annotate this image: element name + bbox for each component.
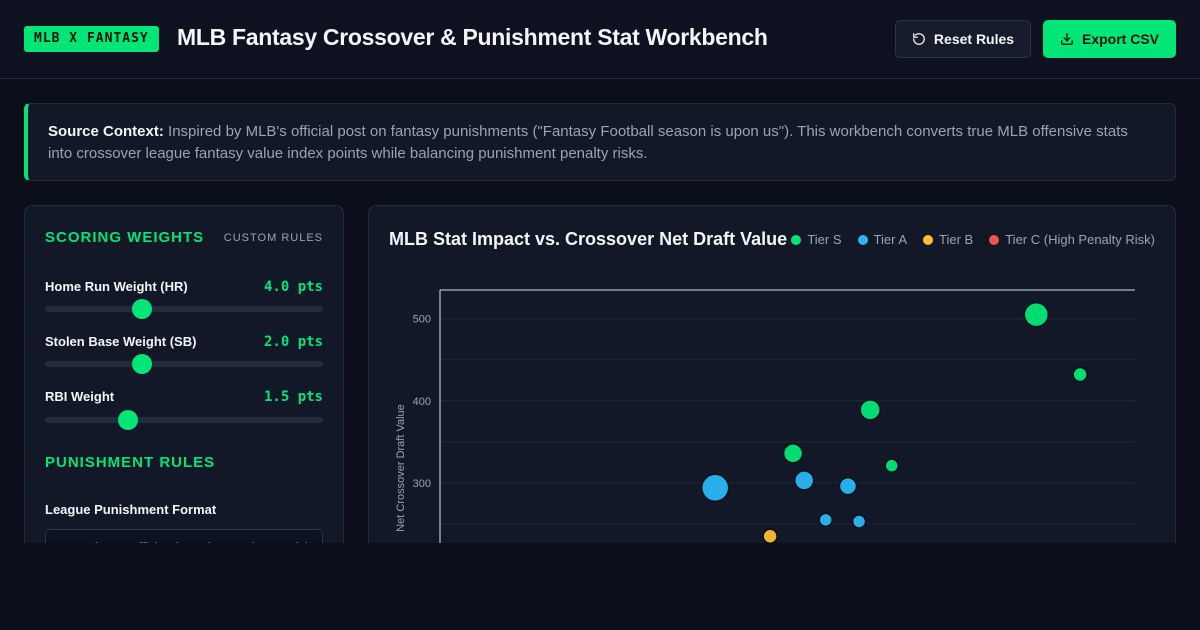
export-csv-label: Export CSV: [1081, 31, 1159, 47]
sb-weight-value: 2.0 pts: [263, 334, 323, 350]
scoring-weights-title: SCORING WEIGHTS: [45, 229, 205, 246]
export-csv-button[interactable]: Export CSV: [1043, 20, 1176, 58]
source-context-callout: Source Context: Inspired by MLB's offici…: [24, 103, 1176, 181]
custom-rules-tag: CUSTOM RULES: [223, 232, 323, 244]
legend-tier-a-label: Tier A: [873, 232, 908, 247]
data-point: [1072, 366, 1088, 383]
scatter-plot: 200300400500Net Crossover Draft Value: [395, 289, 1135, 604]
page-title: MLB Fantasy Crossover & Punishment Stat …: [177, 24, 768, 50]
legend-tier-s-label: Tier S: [807, 232, 842, 247]
tier-c-dot-icon: [989, 234, 1000, 245]
punishment-rules-title: PUNISHMENT RULES: [45, 454, 216, 471]
data-point: [700, 473, 730, 503]
data-point: [818, 512, 833, 528]
source-context-label: Source Context:: [48, 123, 164, 140]
legend-tier-a[interactable]: Tier A: [857, 232, 908, 247]
sb-weight-label: Stolen Base Weight (SB): [45, 334, 197, 349]
data-point: [1023, 301, 1050, 328]
tier-a-dot-icon: [857, 234, 868, 245]
data-point: [762, 528, 778, 544]
brand-badge: MLB X FANTASY: [24, 26, 159, 52]
sb-weight-slider[interactable]: [45, 354, 323, 374]
rbi-weight-label: RBI Weight: [45, 389, 115, 404]
legend-tier-b-label: Tier B: [939, 232, 974, 247]
data-point: [859, 399, 881, 421]
refresh-icon: [913, 33, 925, 45]
data-point: [851, 514, 867, 529]
legend-tier-b[interactable]: Tier B: [923, 232, 973, 247]
y-tick-label: 500: [413, 314, 431, 326]
reset-rules-button[interactable]: Reset Rules: [895, 20, 1031, 58]
tier-s-dot-icon: [791, 234, 802, 245]
legend-tier-s[interactable]: Tier S: [791, 232, 842, 247]
rbi-weight-value: 1.5 pts: [263, 389, 323, 405]
legend-tier-c-label: Tier C (High Penalty Risk): [1005, 232, 1155, 247]
punishment-format-label: League Punishment Format: [45, 502, 217, 517]
data-point: [782, 443, 804, 464]
data-point: [884, 458, 899, 473]
y-tick-label: 300: [413, 478, 431, 490]
data-point: [793, 470, 815, 491]
legend-tier-c[interactable]: Tier C (High Penalty Risk): [989, 232, 1155, 247]
tier-b-dot-icon: [923, 234, 934, 245]
download-icon: [1061, 33, 1073, 45]
sb-weight-thumb[interactable]: [132, 354, 153, 374]
source-context-text: Inspired by MLB's official post on fanta…: [48, 123, 1128, 162]
page-bottom-fill: [0, 543, 1200, 630]
hr-weight-value: 4.0 pts: [263, 279, 323, 295]
hr-weight-label: Home Run Weight (HR): [45, 279, 188, 294]
hr-weight-slider[interactable]: [45, 299, 323, 319]
hr-weight-thumb[interactable]: [132, 299, 153, 319]
data-point: [838, 476, 858, 496]
rbi-weight-thumb[interactable]: [118, 410, 139, 430]
y-tick-label: 400: [413, 396, 431, 408]
chart-title: MLB Stat Impact vs. Crossover Net Draft …: [389, 229, 788, 249]
y-axis-label: Net Crossover Draft Value: [395, 404, 407, 532]
reset-rules-label: Reset Rules: [933, 31, 1015, 47]
chart-legend: Tier S Tier A Tier B Tier C (High Penalt…: [791, 232, 1155, 247]
rbi-weight-slider[interactable]: [45, 410, 323, 430]
app-header: MLB X FANTASY MLB Fantasy Crossover & Pu…: [0, 0, 1200, 79]
